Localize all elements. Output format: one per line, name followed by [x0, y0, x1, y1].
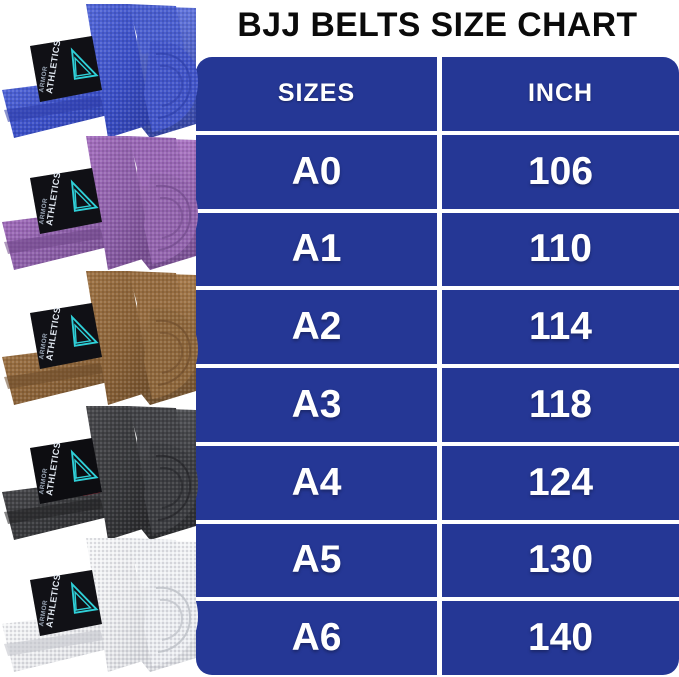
triangle-logo-icon: [70, 179, 99, 212]
black-belt-image: ATHLETICS ARMOR: [0, 398, 200, 548]
cell-inch: 106: [442, 134, 679, 209]
svg-text:ARMOR: ARMOR: [38, 468, 49, 495]
inch-value: 124: [527, 460, 594, 504]
belt-brand-label: ATHLETICS ARMOR: [30, 303, 102, 369]
table-row: A0 106: [196, 134, 679, 209]
svg-text:ARMOR: ARMOR: [38, 333, 49, 360]
cell-size: A0: [196, 134, 437, 209]
svg-text:ARMOR: ARMOR: [38, 198, 49, 225]
white-belt-image: ATHLETICS ARMOR: [0, 532, 200, 677]
size-value: A6: [291, 616, 342, 660]
svg-text:ARMOR: ARMOR: [38, 600, 49, 627]
table-row: A6 140: [196, 601, 679, 675]
inch-value: 106: [527, 149, 594, 193]
table-header-cell-sizes: SIZES: [196, 57, 437, 131]
cell-size: A1: [196, 212, 437, 287]
belt-brand-label: ATHLETICS ARMOR: [30, 570, 102, 636]
blue-belt-image: ATHLETICS ARMOR: [0, 0, 200, 148]
belt-brand-label: ATHLETICS ARMOR: [30, 36, 102, 102]
purple-belt-image: ATHLETICS ARMOR: [0, 128, 200, 278]
size-value: A3: [291, 382, 342, 426]
size-value: A1: [291, 227, 342, 271]
table-header-cell-inch: INCH: [442, 57, 679, 131]
cell-size: A2: [196, 290, 437, 364]
table-row: A4 124: [196, 445, 679, 520]
triangle-logo-icon: [70, 314, 99, 347]
inch-value: 118: [529, 382, 592, 426]
cell-inch: 118: [442, 368, 679, 442]
triangle-logo-icon: [70, 47, 99, 80]
cell-size: A4: [196, 445, 437, 520]
header-label-sizes: SIZES: [277, 79, 356, 108]
page-title: BJJ BELTS SIZE CHART: [237, 5, 638, 44]
cell-inch: 130: [442, 523, 679, 598]
table-row: A5 130: [196, 523, 679, 598]
belt-image-column: ATHLETICS ARMOR: [0, 0, 200, 677]
inch-value: 110: [529, 227, 592, 271]
size-value: A2: [291, 305, 342, 349]
size-value: A4: [291, 460, 342, 504]
size-value: A0: [291, 149, 342, 193]
inch-value: 140: [527, 616, 594, 660]
size-chart-table: SIZES INCH A0 106 A1 110: [196, 57, 679, 675]
table-row: A1 110: [196, 212, 679, 287]
cell-inch: 124: [442, 445, 679, 520]
triangle-logo-icon: [70, 581, 99, 614]
cell-inch: 110: [442, 212, 679, 287]
table-row: A3 118: [196, 368, 679, 442]
svg-text:ARMOR: ARMOR: [38, 66, 49, 93]
belt-brand-label: ATHLETICS ARMOR: [30, 438, 102, 504]
table-row: A2 114: [196, 290, 679, 364]
brown-belt-image: ATHLETICS ARMOR: [0, 261, 200, 411]
cell-size: A6: [196, 601, 437, 675]
cell-size: A5: [196, 523, 437, 598]
header-label-inch: INCH: [527, 79, 594, 108]
cell-inch: 114: [442, 290, 679, 364]
inch-value: 130: [527, 538, 594, 582]
size-value: A5: [291, 538, 342, 582]
triangle-logo-icon: [70, 449, 99, 482]
cell-size: A3: [196, 368, 437, 442]
inch-value: 114: [529, 305, 592, 349]
table-header-row: SIZES INCH: [196, 57, 679, 131]
cell-inch: 140: [442, 601, 679, 675]
belt-brand-label: ATHLETICS ARMOR: [30, 168, 102, 234]
